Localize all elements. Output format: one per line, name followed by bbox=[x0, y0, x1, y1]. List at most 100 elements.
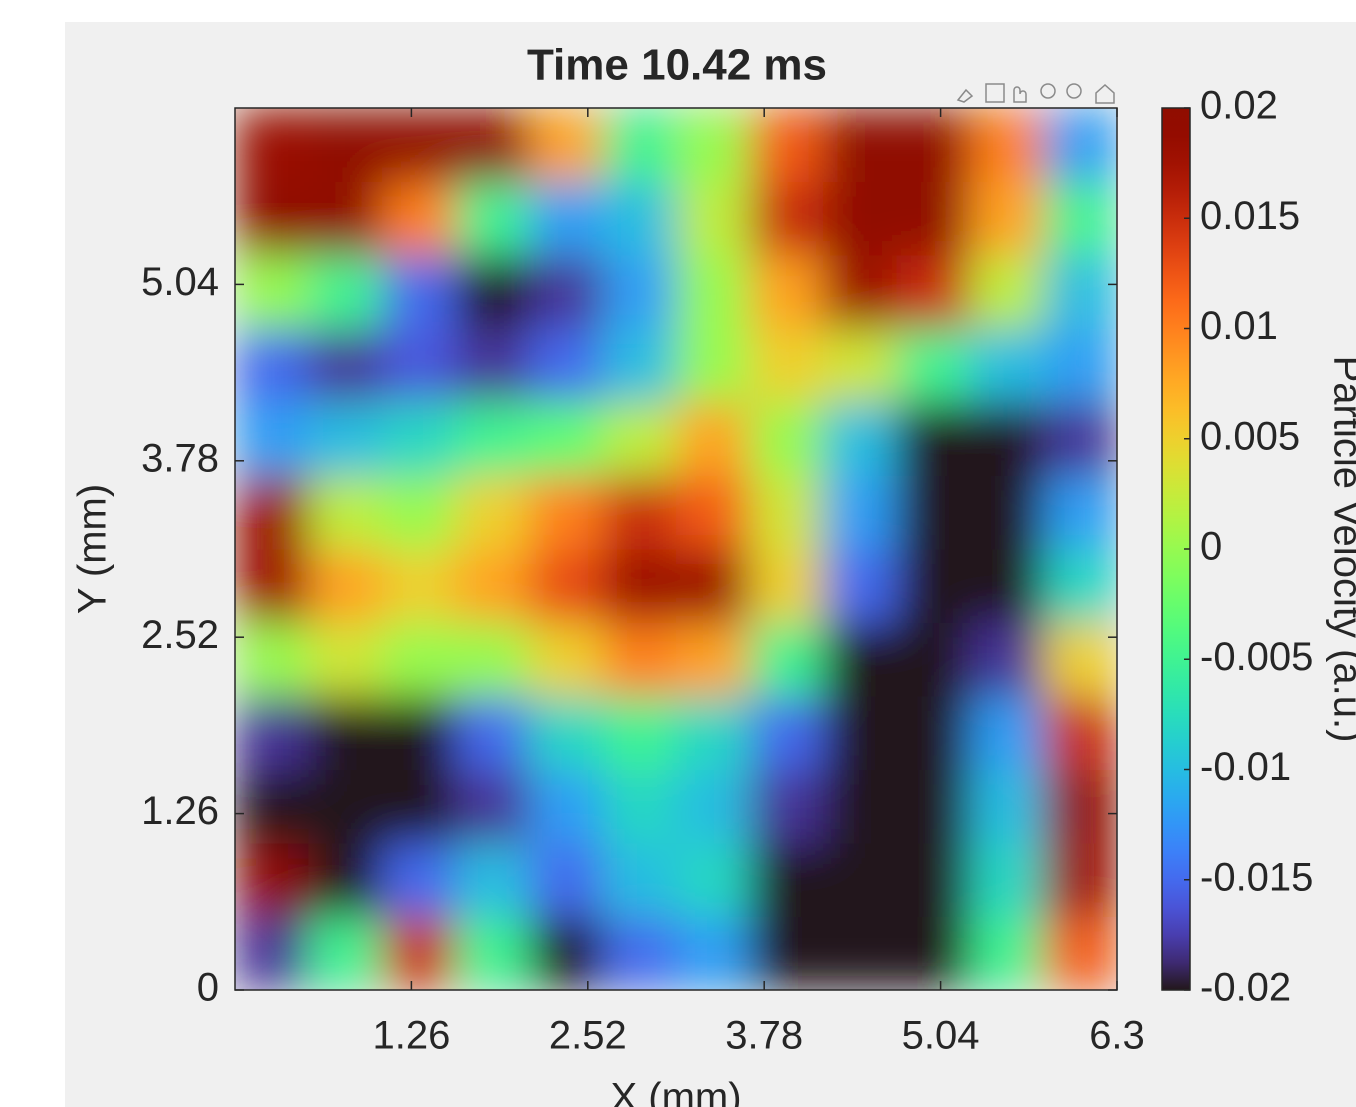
heatmap-cell bbox=[1043, 402, 1117, 476]
heatmap-cell bbox=[823, 549, 897, 623]
heatmap-cell bbox=[455, 475, 530, 550]
toolbar-brush[interactable] bbox=[956, 88, 974, 103]
heatmap-cell bbox=[896, 402, 971, 476]
toolbar-zoom-out[interactable] bbox=[1066, 83, 1082, 99]
heatmap bbox=[235, 108, 1117, 990]
x-tick-label: 2.52 bbox=[549, 1014, 627, 1058]
heatmap-cell bbox=[970, 916, 1044, 990]
heatmap-cell bbox=[823, 475, 897, 550]
heatmap-cell bbox=[896, 916, 971, 990]
heatmap-cell bbox=[1043, 622, 1117, 697]
heatmap-cell bbox=[749, 916, 824, 990]
axes-toolbar[interactable] bbox=[956, 83, 1115, 104]
heatmap-cell bbox=[308, 108, 383, 182]
toolbar-home[interactable] bbox=[1095, 83, 1115, 104]
heatmap-clip bbox=[235, 108, 1117, 990]
y-tick-label: 5.04 bbox=[141, 260, 219, 304]
y-tick-label: 3.78 bbox=[141, 436, 219, 480]
heatmap-cell bbox=[529, 549, 603, 623]
heatmap-cell bbox=[308, 402, 383, 476]
heatmap-cell bbox=[749, 328, 824, 403]
heatmap-cell bbox=[308, 255, 383, 329]
heatmap-cell bbox=[235, 769, 309, 844]
heatmap-cell bbox=[308, 916, 383, 990]
heatmap-cell bbox=[749, 769, 824, 844]
heatmap-cell bbox=[676, 108, 750, 182]
heatmap-cell bbox=[382, 475, 456, 550]
heatmap-cell bbox=[235, 328, 309, 403]
heatmap-cell bbox=[602, 843, 677, 917]
heatmap-cell bbox=[455, 328, 530, 403]
heatmap-cell bbox=[455, 769, 530, 844]
heatmap-cell bbox=[382, 622, 456, 697]
colorbar-tick-label: 0.005 bbox=[1200, 414, 1300, 458]
heatmap-cell bbox=[602, 181, 677, 256]
heatmap-cell bbox=[529, 769, 603, 844]
heatmap-cell bbox=[529, 108, 603, 182]
heatmap-cell bbox=[749, 255, 824, 329]
heatmap-cell bbox=[455, 622, 530, 697]
chart-title: Time 10.42 ms bbox=[527, 41, 827, 90]
heatmap-cell bbox=[235, 475, 309, 550]
heatmap-cell bbox=[676, 696, 750, 770]
heatmap-cell bbox=[970, 475, 1044, 550]
heatmap-cell bbox=[970, 181, 1044, 256]
heatmap-cell bbox=[308, 622, 383, 697]
heatmap-cell bbox=[1043, 181, 1117, 256]
y-tick-label: 1.26 bbox=[141, 789, 219, 833]
heatmap-cell bbox=[749, 549, 824, 623]
colorbar-tick-label: -0.02 bbox=[1200, 966, 1291, 1010]
heatmap-cell bbox=[749, 622, 824, 697]
heatmap-cell bbox=[1043, 328, 1117, 403]
heatmap-cell bbox=[676, 769, 750, 844]
heatmap-cell bbox=[896, 108, 971, 182]
y-axis-label: Y (mm) bbox=[71, 484, 115, 614]
heatmap-cell bbox=[749, 181, 824, 256]
toolbar-pan[interactable] bbox=[1013, 86, 1027, 103]
heatmap-cell bbox=[455, 181, 530, 256]
heatmap-cell bbox=[1043, 255, 1117, 329]
heatmap-cell bbox=[676, 475, 750, 550]
heatmap-cell bbox=[896, 475, 971, 550]
heatmap-cell bbox=[970, 696, 1044, 770]
heatmap-cell bbox=[382, 769, 456, 844]
heatmap-cell bbox=[382, 328, 456, 403]
y-tick-label: 2.52 bbox=[141, 613, 219, 657]
heatmap-cell bbox=[823, 916, 897, 990]
colorbar-tick-label: -0.005 bbox=[1200, 635, 1313, 679]
heatmap-cell bbox=[896, 549, 971, 623]
heatmap-cell bbox=[529, 328, 603, 403]
heatmap-cell bbox=[308, 549, 383, 623]
heatmap-cell bbox=[970, 843, 1044, 917]
heatmap-cell bbox=[823, 769, 897, 844]
heatmap-cell bbox=[1043, 769, 1117, 844]
heatmap-cell bbox=[602, 108, 677, 182]
heatmap-cell bbox=[896, 622, 971, 697]
heatmap-cell bbox=[308, 769, 383, 844]
heatmap-cell bbox=[235, 916, 309, 990]
heatmap-cell bbox=[749, 475, 824, 550]
x-tick-label: 6.3 bbox=[1089, 1014, 1145, 1058]
heatmap-cell bbox=[602, 328, 677, 403]
heatmap-cell bbox=[308, 181, 383, 256]
heatmap-cell bbox=[970, 255, 1044, 329]
toolbar-datatip[interactable] bbox=[985, 83, 1005, 103]
heatmap-cell bbox=[235, 843, 309, 917]
colorbar-tick-label: 0.015 bbox=[1200, 194, 1300, 238]
heatmap-cell bbox=[676, 255, 750, 329]
heatmap-cell bbox=[382, 549, 456, 623]
colorbar-tick-label: 0.02 bbox=[1200, 84, 1278, 128]
heatmap-cell bbox=[676, 402, 750, 476]
heatmap-cell bbox=[382, 108, 456, 182]
heatmap-cell bbox=[602, 696, 677, 770]
heatmap-cell bbox=[1043, 549, 1117, 623]
heatmap-cell bbox=[896, 696, 971, 770]
heatmap-cell bbox=[749, 696, 824, 770]
heatmap-cell bbox=[970, 328, 1044, 403]
x-tick-label: 3.78 bbox=[725, 1014, 803, 1058]
heatmap-cell bbox=[382, 255, 456, 329]
colorbar-tick-label: 0 bbox=[1200, 525, 1222, 569]
heatmap-cell bbox=[455, 255, 530, 329]
toolbar-zoom-in[interactable] bbox=[1040, 83, 1056, 99]
heatmap-cell bbox=[235, 549, 309, 623]
